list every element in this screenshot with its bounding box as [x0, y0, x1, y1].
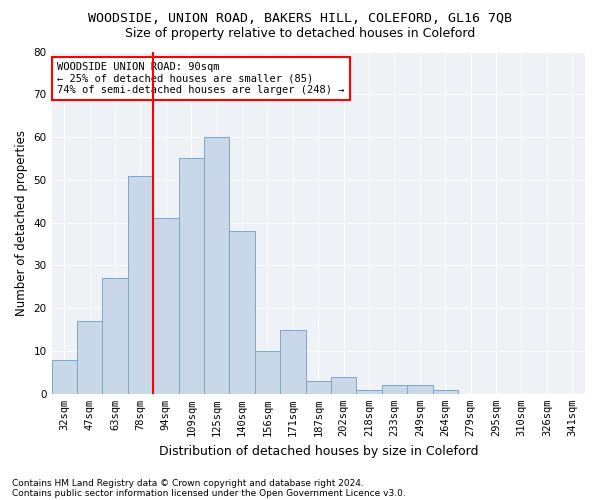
Text: Contains public sector information licensed under the Open Government Licence v3: Contains public sector information licen… [12, 488, 406, 498]
Bar [331, 376, 356, 394]
Bar [433, 390, 458, 394]
Bar [179, 158, 204, 394]
Bar [255, 351, 280, 394]
Bar [153, 218, 179, 394]
Bar [52, 360, 77, 394]
Bar [128, 176, 153, 394]
Bar [103, 278, 128, 394]
Text: Contains HM Land Registry data © Crown copyright and database right 2024.: Contains HM Land Registry data © Crown c… [12, 478, 364, 488]
Bar [229, 231, 255, 394]
Text: WOODSIDE, UNION ROAD, BAKERS HILL, COLEFORD, GL16 7QB: WOODSIDE, UNION ROAD, BAKERS HILL, COLEF… [88, 12, 512, 26]
Text: WOODSIDE UNION ROAD: 90sqm
← 25% of detached houses are smaller (85)
74% of semi: WOODSIDE UNION ROAD: 90sqm ← 25% of deta… [57, 62, 344, 95]
Y-axis label: Number of detached properties: Number of detached properties [15, 130, 28, 316]
Bar [382, 385, 407, 394]
Bar [407, 385, 433, 394]
Bar [77, 321, 103, 394]
Bar [305, 381, 331, 394]
Bar [356, 390, 382, 394]
Bar [204, 137, 229, 394]
Text: Size of property relative to detached houses in Coleford: Size of property relative to detached ho… [125, 28, 475, 40]
X-axis label: Distribution of detached houses by size in Coleford: Distribution of detached houses by size … [158, 444, 478, 458]
Bar [280, 330, 305, 394]
